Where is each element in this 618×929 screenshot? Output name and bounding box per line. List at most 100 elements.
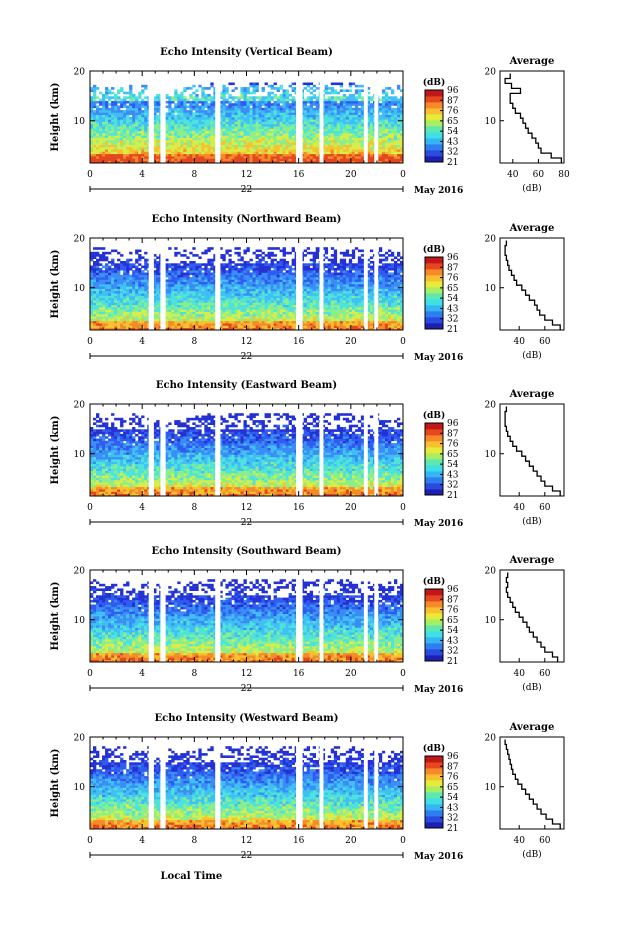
heatmap-cell [312,112,317,115]
heatmap-cell [144,114,148,118]
heatmap-cell [282,133,286,136]
heatmap-cell [234,87,238,90]
heatmap-cell [327,146,332,150]
heatmap-cell [207,135,211,138]
heatmap-cell [174,313,178,317]
heatmap-cell [249,144,253,148]
heatmap-cell [264,140,268,143]
heatmap-cell [132,302,136,305]
heatmap-cell [342,119,347,122]
heatmap-cell [96,290,100,294]
heatmap-cell [333,160,338,164]
heatmap-cell [108,295,112,299]
heatmap-cell [345,304,350,308]
heatmap-cell [351,311,356,315]
heatmap-cell [255,137,259,141]
heatmap-cell [306,153,310,157]
x-tick-label: 12 [241,170,252,180]
heatmap-cell [327,302,332,305]
heatmap-cell [105,103,109,106]
heatmap-cell [186,100,190,104]
heatmap-cell [231,123,235,127]
heatmap-cell [192,91,196,95]
heatmap-cell [180,137,184,141]
heatmap-cell [393,146,398,150]
heatmap-cell [270,295,274,299]
heatmap-cell [393,160,398,164]
heatmap-cell [156,107,160,111]
heatmap-cell [348,130,353,134]
heatmap-cell [342,325,347,328]
heatmap-cell [345,144,350,148]
heatmap-cell [201,295,205,299]
heatmap-cell [153,302,157,305]
heatmap-cell [135,100,139,104]
heatmap-cell [213,307,217,310]
heatmap-cell [384,302,389,305]
heatmap-cell [123,158,127,161]
heatmap-cell [219,290,223,294]
heatmap-cell [282,293,286,296]
heatmap-cell [225,316,229,319]
heatmap-cell [126,119,130,122]
heatmap-cell [225,89,229,92]
heatmap-cell [273,82,277,86]
heatmap-cell [192,307,196,310]
heatmap-cell [219,313,223,317]
heatmap-cell [231,117,235,120]
heatmap-cell [192,119,196,122]
heatmap-cell [93,144,97,148]
heatmap-cell [351,304,356,308]
heatmap-cell [261,160,265,164]
heatmap-cell [381,302,386,305]
heatmap-cell [126,320,130,324]
heatmap-cell [384,126,389,129]
heatmap-cell [366,307,371,310]
heatmap-cell [219,105,223,109]
heatmap-cell [291,110,295,113]
heatmap-cell [366,130,371,134]
heatmap-cell [324,140,329,143]
heatmap-cell [108,119,112,122]
heatmap-cell [165,149,169,152]
heatmap-cell [336,316,341,319]
heatmap-cell [105,107,109,111]
heatmap-cell [225,105,229,109]
heatmap-cell [273,123,277,127]
heatmap-cell [141,130,145,134]
heatmap-cell [387,114,392,118]
heatmap-cell [369,153,374,157]
heatmap-cell [309,325,314,328]
heatmap-cell [195,130,199,134]
heatmap-cell [201,297,205,301]
heatmap-cell [369,300,374,303]
heatmap-cell [324,151,329,155]
heatmap-cell [207,156,211,159]
heatmap-cell [180,293,184,296]
heatmap-cell [96,316,100,319]
heatmap-cell [180,151,184,155]
heatmap-cell [387,107,392,111]
heatmap-cell [183,309,187,312]
heatmap-cell [219,309,223,312]
heatmap-cell [117,318,121,322]
heatmap-cell [339,133,344,136]
heatmap-cell [210,320,214,324]
heatmap-cell [177,128,181,132]
heatmap-cell [324,304,329,308]
heatmap-cell [264,82,268,86]
heatmap-cell [279,325,283,328]
heatmap-cell [210,142,214,145]
heatmap-cell [189,316,193,319]
heatmap-cell [180,98,184,102]
heatmap-cell [126,295,130,299]
heatmap-cell [327,100,332,104]
heatmap-cell [198,309,202,312]
heatmap-cell [258,313,262,317]
heatmap-cell [174,144,178,148]
heatmap-cell [345,119,350,122]
heatmap-cell [315,87,320,90]
heatmap-cell [165,318,169,322]
heatmap-cell [339,153,344,157]
heatmap-cell [168,123,172,127]
